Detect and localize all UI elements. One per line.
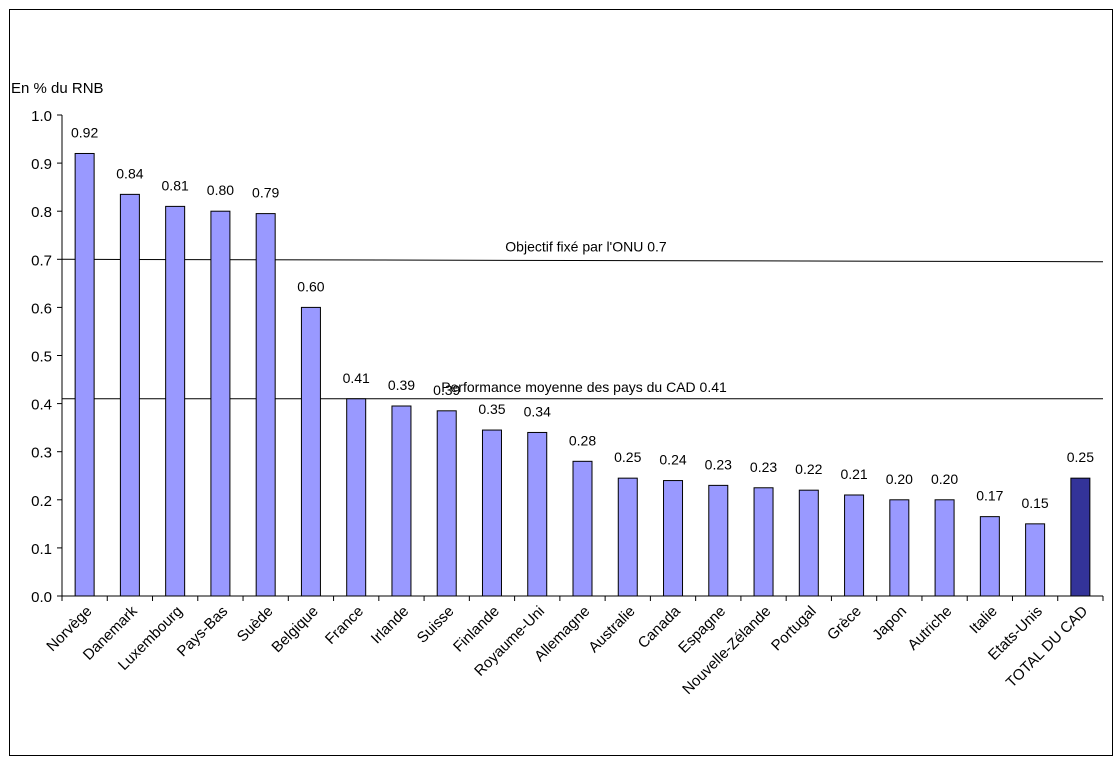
bar-value-label: 0.23: [705, 456, 732, 472]
category-label: Grèce: [824, 603, 865, 644]
bar: [572, 460, 593, 597]
bar-value-label: 0.92: [71, 124, 98, 140]
bar-value-label: 0.80: [207, 182, 234, 198]
bar: [889, 499, 910, 597]
bar: [753, 487, 774, 597]
bar-value-label: 0.20: [886, 471, 913, 487]
category-label: Belgique: [268, 603, 321, 656]
bar-value-label: 0.84: [116, 165, 143, 181]
bar: [1070, 477, 1091, 597]
bar: [210, 210, 231, 597]
reference-line: [61, 258, 1104, 263]
bar: [300, 306, 321, 597]
bar: [346, 398, 367, 597]
category-label: France: [322, 603, 367, 648]
bar: [391, 405, 412, 597]
bar: [436, 410, 457, 597]
y-tick-label: 0.0: [31, 589, 52, 606]
bar-value-label: 0.81: [162, 177, 189, 193]
bar: [844, 494, 865, 597]
y-tick-label: 0.5: [31, 349, 52, 366]
chart-frame: En % du RNB 0.0 0.1 0.2 0.3 0.4 0.5 0.6 0.7 0.8 0…: [9, 9, 1113, 756]
category-label: Italie: [966, 603, 1000, 637]
bar: [74, 152, 95, 597]
bar-value-label: 0.34: [524, 403, 551, 419]
reference-line-label: Objectif fixé par l'ONU 0.7: [505, 238, 667, 254]
reference-line-label: Performance moyenne des pays du CAD 0.41: [441, 379, 727, 395]
bar: [663, 480, 684, 597]
category-label: Irlande: [368, 603, 412, 647]
bar: [798, 489, 819, 597]
bar-value-label: 0.39: [388, 377, 415, 393]
bar: [165, 205, 186, 597]
y-tick-label: 0.8: [31, 204, 52, 221]
bar-value-label: 0.23: [750, 459, 777, 475]
bar-value-label: 0.15: [1021, 495, 1048, 511]
bar-value-label: 0.39: [433, 382, 460, 398]
bar-value-label: 0.25: [614, 449, 641, 465]
bar: [255, 213, 276, 597]
y-tick-label: 0.1: [31, 541, 52, 558]
y-axis: 0.0 0.1 0.2 0.3 0.4 0.5 0.6 0.7 0.8 0.9 1.0: [31, 108, 63, 606]
bar-value-label: 0.25: [1067, 449, 1094, 465]
bar-value-label: 0.22: [795, 461, 822, 477]
y-tick-label: 0.4: [31, 397, 52, 414]
bar-value-label: 0.60: [297, 278, 324, 294]
bars: 0.92 0.84 0.81 0.80 0.79 0.60 0.41 0.39 0.39 0.35…: [71, 124, 1094, 597]
bar-value-label: 0.79: [252, 185, 279, 201]
category-label: Suisse: [414, 603, 458, 647]
bar: [934, 499, 955, 597]
bar: [979, 516, 1000, 597]
category-label: TOTAL DU CAD: [1003, 603, 1092, 692]
y-tick-label: 1.0: [31, 108, 52, 125]
category-label: Suède: [234, 603, 277, 646]
bar-value-label: 0.35: [478, 401, 505, 417]
y-tick-label: 0.6: [31, 300, 52, 317]
bar: [1025, 523, 1046, 597]
bar-value-label: 0.41: [343, 370, 370, 386]
bar-chart: En % du RNB 0.00.10.20.30.40.50.60.70.80…: [11, 80, 1104, 698]
bar: [708, 484, 729, 597]
category-label: Japon: [869, 603, 910, 644]
bar: [119, 193, 140, 597]
reference-lines: Objectif fixé par l'ONU 0.7 Performance m…: [61, 238, 1104, 400]
bar-value-label: 0.24: [659, 452, 686, 468]
y-tick-label: 0.3: [31, 445, 52, 462]
bar-value-label: 0.17: [976, 488, 1003, 504]
bar-value-label: 0.21: [840, 466, 867, 482]
bar: [527, 431, 548, 597]
category-label: Autriche: [904, 603, 955, 654]
bar: [617, 477, 638, 597]
y-tick-label: 0.7: [31, 252, 52, 269]
bar: [481, 429, 502, 597]
y-tick-label: 0.9: [31, 156, 52, 173]
category-label: Australie: [585, 603, 638, 656]
bar-value-label: 0.28: [569, 432, 596, 448]
y-axis-label: En % du RNB: [11, 80, 104, 97]
category-label: Portugal: [768, 603, 820, 655]
y-tick-label: 0.2: [31, 493, 52, 510]
bar-value-label: 0.20: [931, 471, 958, 487]
